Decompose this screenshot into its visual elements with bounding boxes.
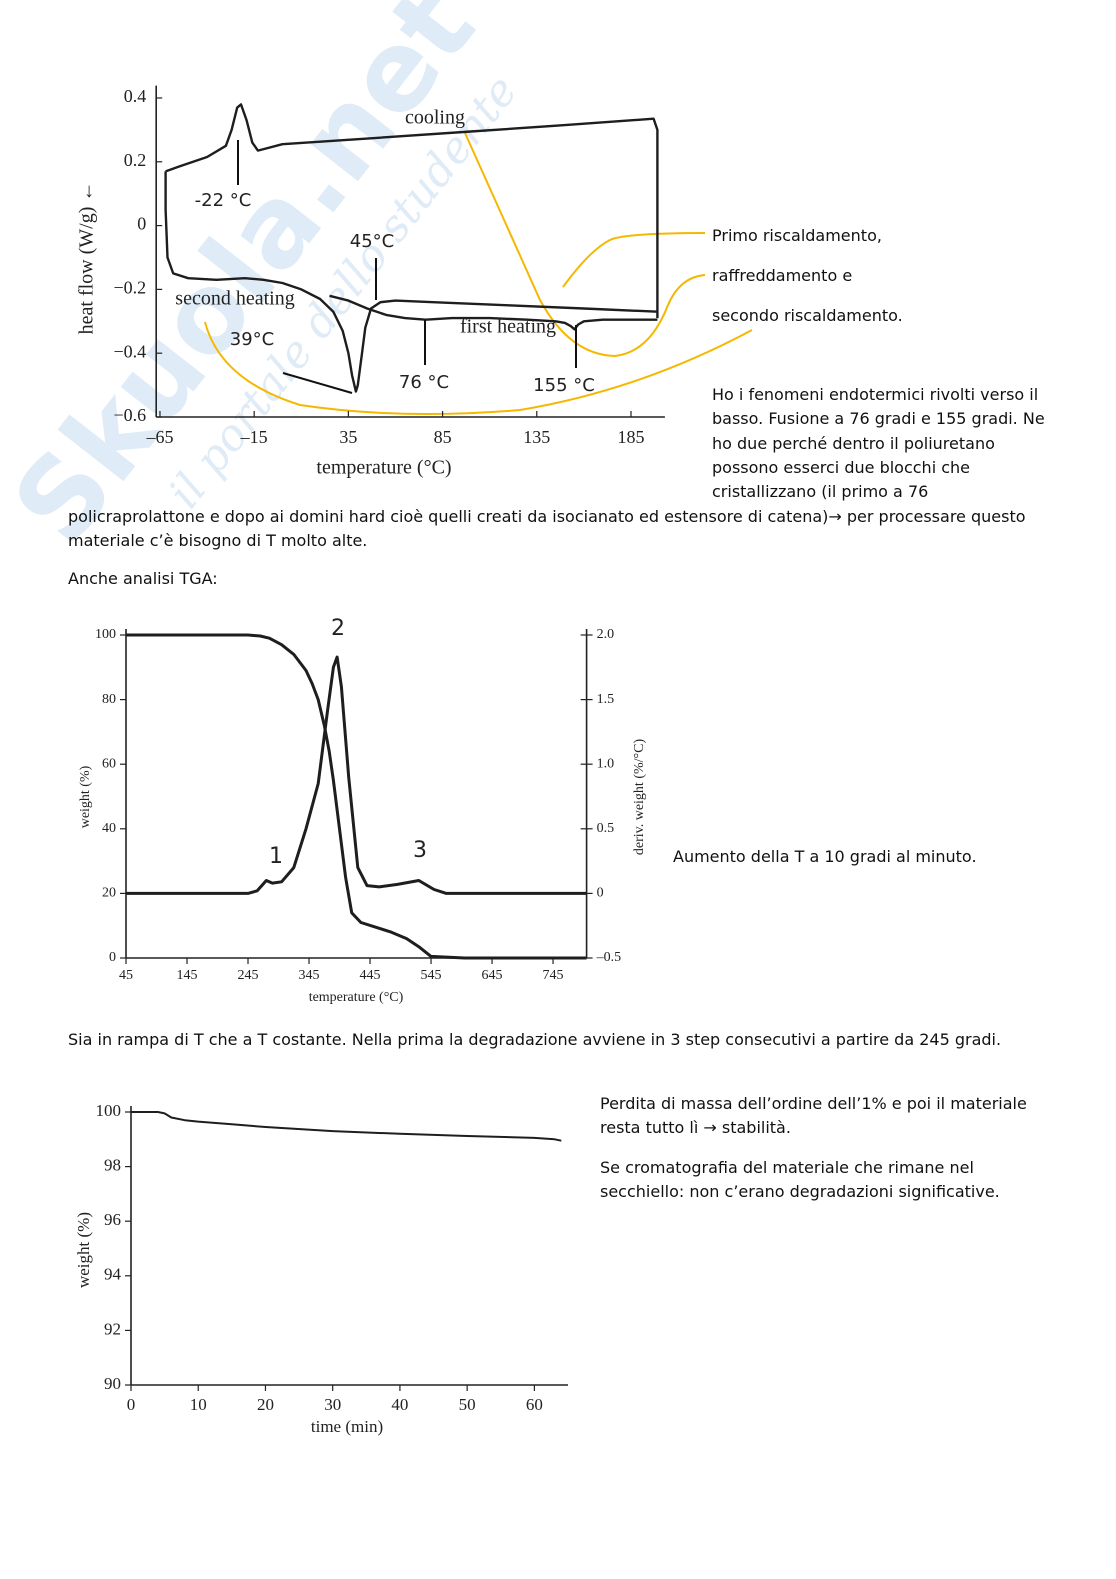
y2-tick-label: 1.5 [597,692,615,707]
annotation: -22 °C [195,190,252,211]
x-tick-label: 745 [543,968,564,983]
note-line: basso. Fusione a 76 gradi e 155 gradi. N… [712,409,1045,428]
annotation-pointer [282,372,353,394]
y-axis-label: weight (%) [78,765,93,828]
note-line: ho due perché dentro il poliuretano [712,434,995,453]
x-tick-label: 45 [119,968,133,983]
pen-line [204,321,753,415]
x-tick-label: 185 [617,427,644,447]
y-tick-label: 60 [102,756,116,771]
y-tick-label: 0 [109,950,116,965]
data-line [126,633,587,960]
note-line: Aumento della T a 10 gradi al minuto. [673,847,977,866]
x-tick-label: 145 [177,968,198,983]
y2-tick-label: 0 [597,886,604,901]
note-line: secchiello: non c’erano degradazioni sig… [600,1182,1000,1201]
x-tick-label: 245 [238,968,259,983]
annotation: second heating [175,288,294,310]
data-line [165,103,659,319]
y-tick-label: 0 [137,214,146,234]
y-axis-label: heat flow (W/g) ← [76,182,98,335]
x-tick-label: –65 [145,427,173,447]
x-axis-label: temperature (°C) [316,457,451,479]
x-tick-label: 645 [482,968,503,983]
note-line: cristallizzano (il primo a 76 [712,482,929,501]
y-tick-label: 90 [104,1374,121,1393]
x-axis-label: temperature (°C) [309,990,404,1005]
note-line: possono esserci due blocchi che [712,458,970,477]
note-line: Perdita di massa dell’ordine dell’1% e p… [600,1094,1027,1113]
y-tick-label: 0.2 [124,150,147,170]
x-tick-label: 35 [339,427,357,447]
annotation: 2 [331,616,345,641]
note-line: raffreddamento e [712,266,853,285]
pen-line [562,232,706,288]
annotation: 45°C [350,231,394,252]
annotation: 3 [413,838,427,863]
y-tick-label: 98 [104,1156,121,1175]
x-tick-label: 85 [434,427,452,447]
y-tick-label: 92 [104,1319,121,1338]
handwritten-marks [204,132,753,415]
annotation: 155 °C [533,375,595,396]
annotation: first heating [460,316,556,338]
note-line: Anche analisi TGA: [68,569,218,588]
x-tick-label: 20 [257,1395,274,1414]
note-line: Ho i fenomeni endotermici rivolti verso … [712,385,1039,404]
x-axis-label: time (min) [311,1417,383,1436]
annotation: 1 [269,844,283,869]
data-line [126,655,587,895]
x-tick-label: 60 [526,1395,543,1414]
x-tick-label: 345 [299,968,320,983]
y-tick-label: 100 [96,1101,122,1120]
y-tick-label: 96 [104,1210,121,1229]
x-tick-label: 135 [523,427,550,447]
y-tick-label: 80 [102,692,116,707]
x-tick-label: –15 [240,427,268,447]
y2-tick-label: –0.5 [596,950,622,965]
y-tick-label: −0.6 [114,405,147,425]
annotation: 39°C [230,329,274,350]
x-tick-label: 545 [421,968,442,983]
x-tick-label: 0 [127,1395,136,1414]
note-line: Se cromatografia del materiale che riman… [600,1158,974,1177]
y-tick-label: −0.4 [114,341,147,361]
y-tick-label: −0.2 [114,278,147,298]
data-line [329,294,658,331]
y-tick-label: 100 [95,627,116,642]
data-line [131,1111,562,1142]
note-line: policraprolattone e dopo ai domini hard … [68,507,1026,526]
pen-line [464,132,706,358]
x-tick-label: 30 [324,1395,341,1414]
annotation: 76 °C [399,372,449,393]
data-line [164,171,658,393]
y2-axis-label: deriv. weight (%/°C) [632,739,647,856]
note-line: Sia in rampa di T che a T costante. Nell… [68,1030,1002,1049]
x-tick-label: 10 [190,1395,207,1414]
annotation: cooling [405,107,465,129]
y-axis-label: weight (%) [74,1212,93,1288]
note-line: Primo riscaldamento, [712,226,882,245]
y-tick-label: 20 [102,886,116,901]
y-tick-label: 94 [104,1265,122,1284]
x-tick-label: 445 [360,968,381,983]
note-line: materiale c’è bisogno di T molto alte. [68,531,368,550]
y2-tick-label: 1.0 [597,756,615,771]
note-line: secondo riscaldamento. [712,306,903,325]
note-line: resta tutto lì → stabilità. [600,1118,791,1137]
y-tick-label: 40 [102,821,116,836]
x-tick-label: 50 [459,1395,476,1414]
y2-tick-label: 0.5 [597,821,615,836]
x-tick-label: 40 [391,1395,408,1414]
y2-tick-label: 2.0 [597,627,615,642]
y-tick-label: 0.4 [124,86,147,106]
